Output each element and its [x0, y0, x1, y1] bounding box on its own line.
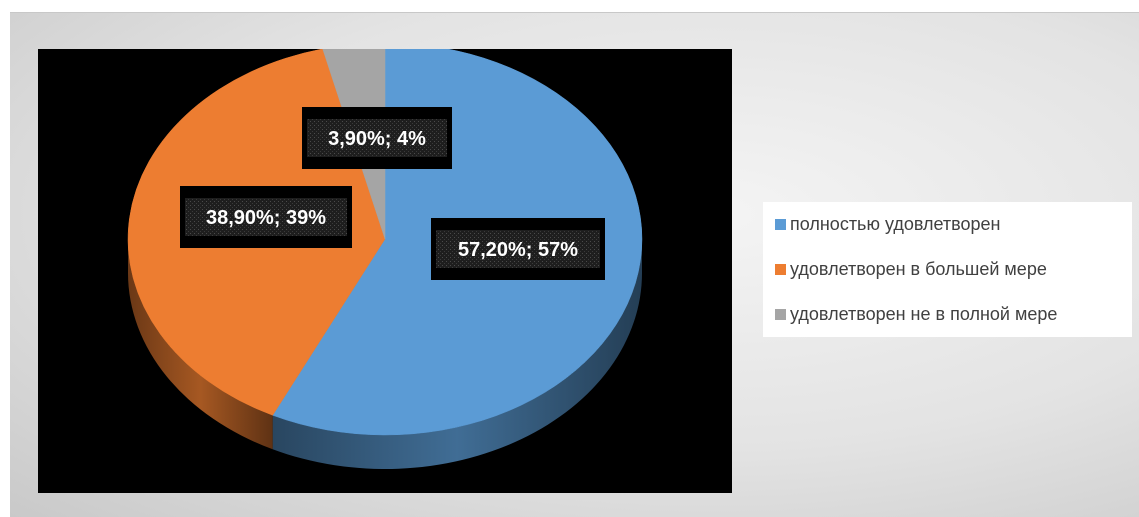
pie-slice-3 — [322, 49, 386, 240]
legend-swatch-gray — [775, 308, 786, 320]
pie-side-walls — [128, 239, 642, 469]
pie-side-1 — [272, 239, 642, 469]
data-label-1: 57,20%; 57% — [458, 239, 578, 261]
data-label-texture-1 — [436, 230, 600, 268]
legend-label: полностью удовлетворен — [790, 213, 1001, 234]
pie-side-2 — [128, 239, 273, 450]
legend-item-mostly-satisfied: удовлетворен в большей мере — [775, 256, 1047, 282]
legend-label: удовлетворен не в полной мере — [790, 303, 1058, 324]
data-label-texture-3 — [307, 119, 447, 157]
data-label-texture-2 — [185, 198, 347, 236]
plot-area: 57,20%; 57% 38,90%; 39% 3,90%; 4% — [38, 49, 732, 493]
legend-item-partially-satisfied: удовлетворен не в полной мере — [775, 301, 1057, 327]
data-labels: 57,20%; 57% 38,90%; 39% 3,90%; 4% — [180, 107, 605, 280]
legend: полностью удовлетворен удовлетворен в бо… — [763, 202, 1132, 337]
data-label-3: 3,90%; 4% — [328, 128, 426, 150]
legend-label: удовлетворен в большей мере — [790, 258, 1047, 279]
legend-item-fully-satisfied: полностью удовлетворен — [775, 211, 1001, 237]
pie-chart: 57,20%; 57% 38,90%; 39% 3,90%; 4% — [127, 49, 643, 469]
data-label-2: 38,90%; 39% — [206, 207, 326, 229]
legend-swatch-orange — [775, 263, 786, 275]
legend-swatch-blue — [775, 218, 786, 230]
